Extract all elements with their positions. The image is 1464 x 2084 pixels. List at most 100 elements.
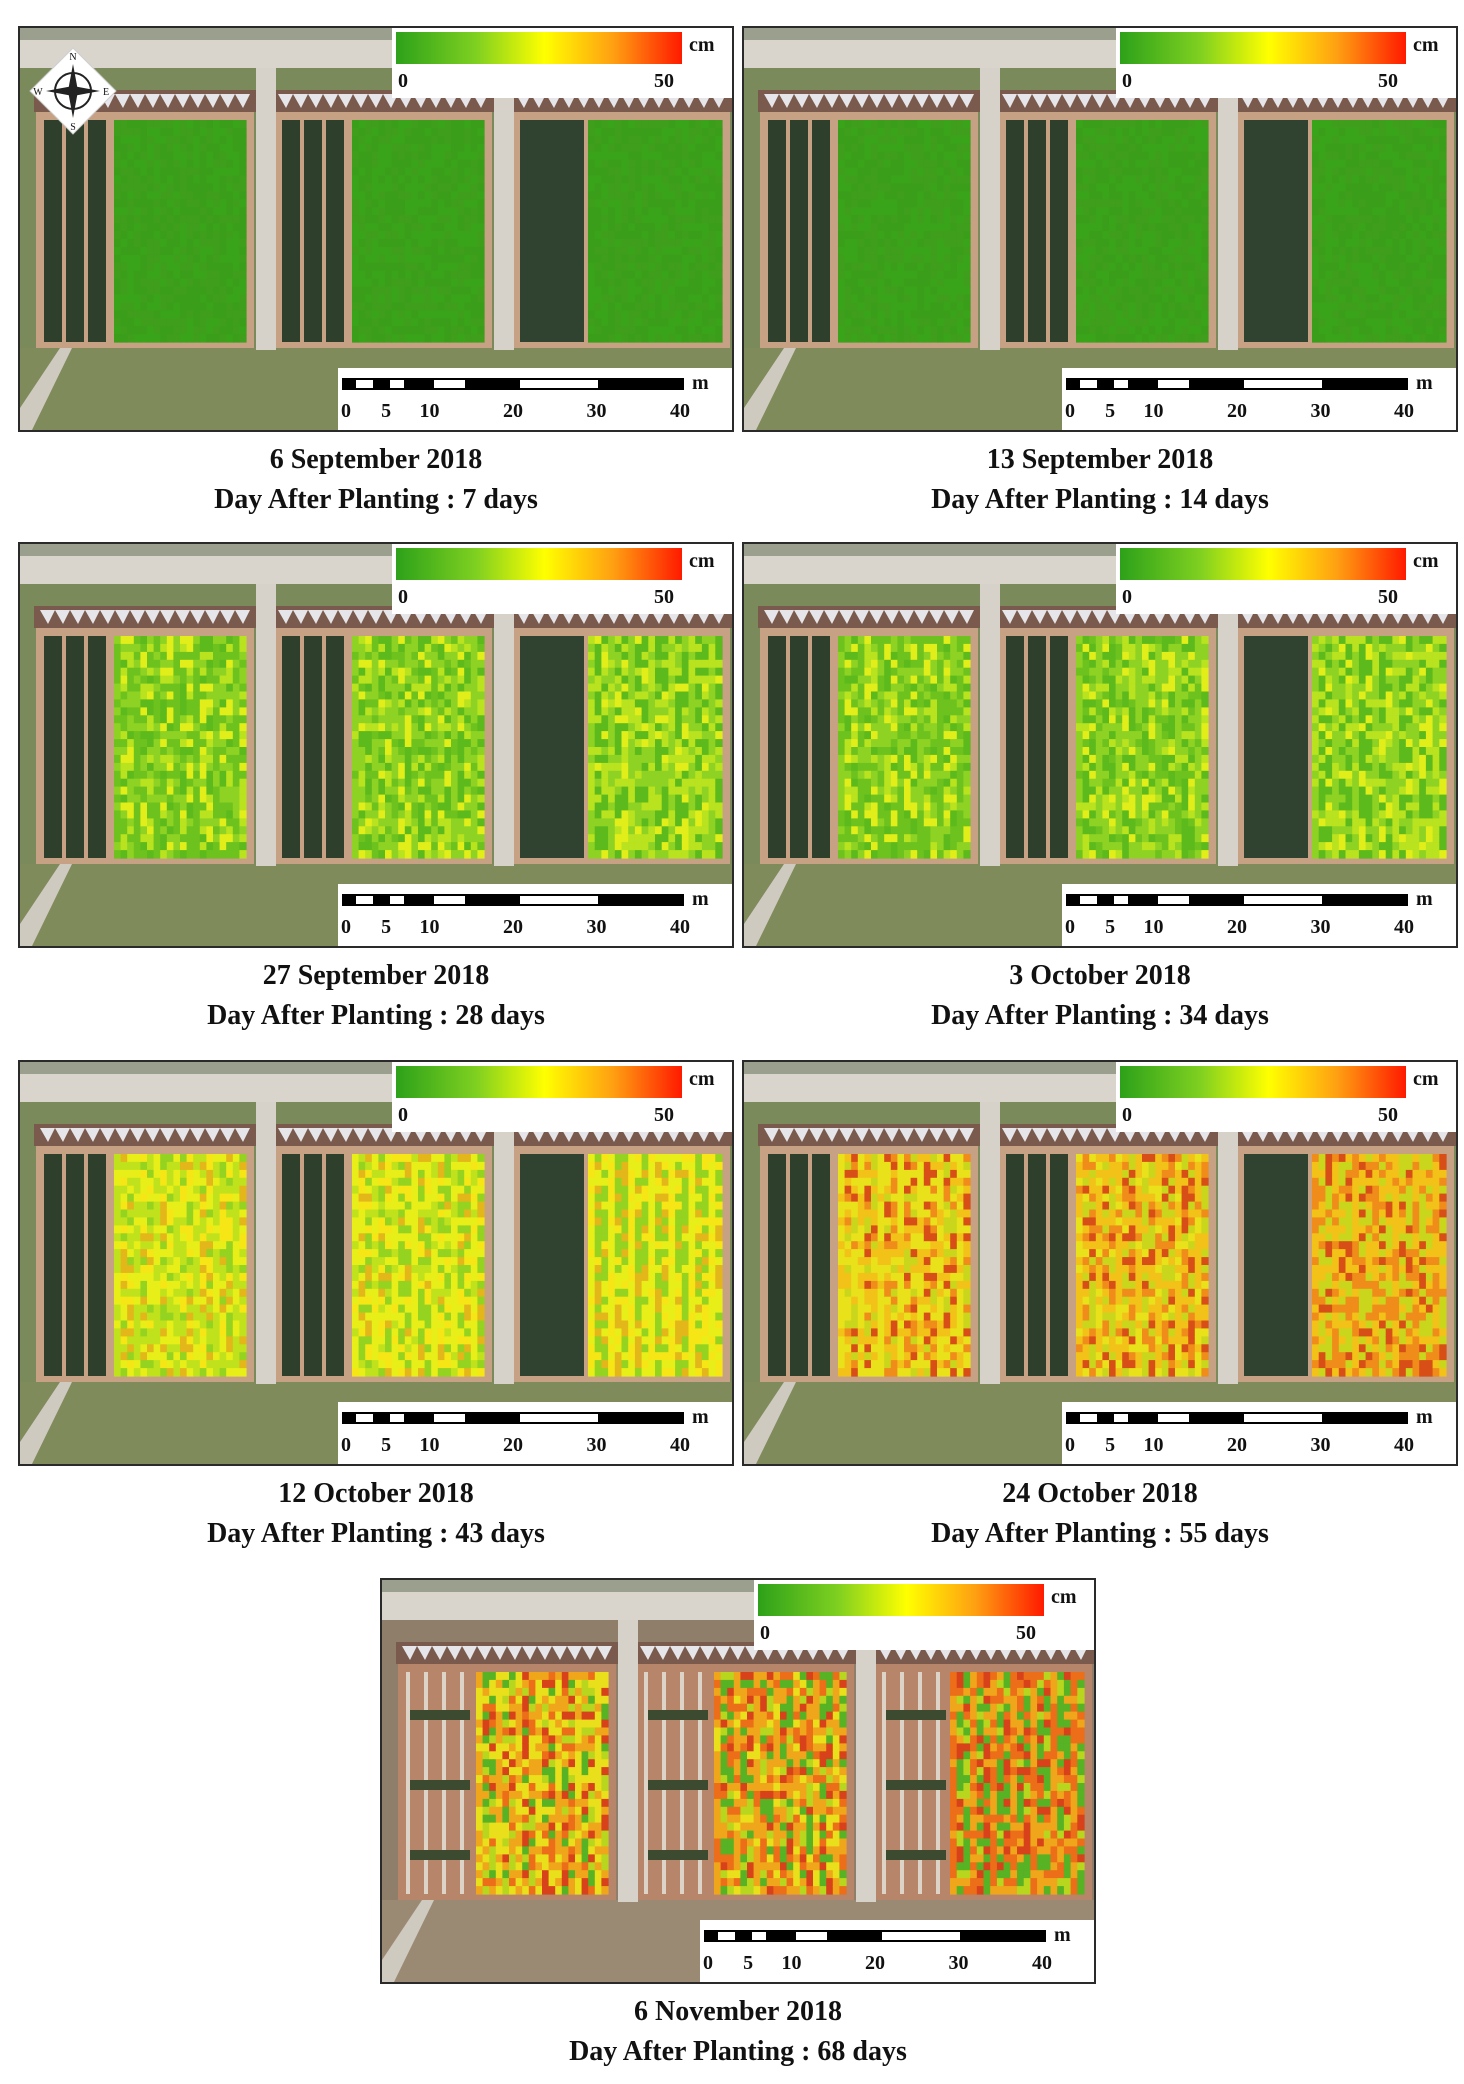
color-ramp xyxy=(396,548,682,580)
scale-tick-label: 40 xyxy=(670,916,690,938)
panel-days-after-planting: Day After Planting : 7 days xyxy=(214,484,538,515)
legend-unit: cm xyxy=(1413,550,1439,572)
legend-min: 0 xyxy=(398,1104,408,1126)
scale-segment xyxy=(1113,380,1128,388)
scale-bar: m 0 5 10 20 30 40 xyxy=(700,1920,1094,1982)
legend-min: 0 xyxy=(760,1622,770,1644)
scale-bar: m 0 5 10 20 30 40 xyxy=(1062,368,1456,430)
compass-label: E xyxy=(103,87,109,98)
scale-tick-label: 20 xyxy=(1227,400,1247,422)
height-legend: cm 0 50 xyxy=(1116,544,1456,614)
scale-tick-label: 5 xyxy=(1105,916,1116,938)
legend-min: 0 xyxy=(1122,586,1132,608)
panel-date: 12 October 2018 xyxy=(278,1478,474,1509)
legend-min: 0 xyxy=(1122,1104,1132,1126)
color-ramp xyxy=(1120,32,1406,64)
legend-max: 50 xyxy=(1378,586,1398,608)
scale-segment xyxy=(751,1932,766,1940)
scale-tick-label: 20 xyxy=(1227,1434,1247,1456)
scale-tick-label: 0 xyxy=(341,916,351,938)
panel-days-after-planting: Day After Planting : 68 days xyxy=(569,2036,907,2067)
scale-tick-label: 20 xyxy=(503,916,523,938)
scale-tick-label: 10 xyxy=(419,400,440,422)
legend-max: 50 xyxy=(654,1104,674,1126)
panel-days-after-planting: Day After Planting : 43 days xyxy=(207,1518,545,1549)
scale-tick-label: 40 xyxy=(670,1434,690,1456)
scale-segment xyxy=(519,896,599,904)
scale-track xyxy=(342,378,684,390)
scale-unit: m xyxy=(1054,1924,1071,1946)
scale-segment xyxy=(355,896,373,904)
scale-segment xyxy=(1158,896,1190,904)
compass-label: N xyxy=(69,52,76,63)
scale-track xyxy=(1066,378,1408,390)
scale-unit: m xyxy=(1416,372,1433,394)
scale-unit: m xyxy=(692,372,709,394)
scale-tick-label: 40 xyxy=(1032,1952,1052,1974)
field-panel: cm 0 50 m 0 5 10 20 30 40 xyxy=(380,1578,1096,1984)
scale-tick-label: 10 xyxy=(419,1434,440,1456)
scale-segment xyxy=(434,380,466,388)
scale-unit: m xyxy=(1416,1406,1433,1428)
scale-tick-label: 5 xyxy=(381,400,392,422)
scale-segment xyxy=(1158,380,1190,388)
scale-tick-label: 0 xyxy=(1065,1434,1075,1456)
scale-tick-label: 40 xyxy=(1394,400,1414,422)
scale-tick-label: 20 xyxy=(503,1434,523,1456)
panel-days-after-planting: Day After Planting : 28 days xyxy=(207,1000,545,1031)
scale-tick-label: 30 xyxy=(586,1434,607,1456)
compass-label: S xyxy=(70,122,76,133)
scale-segment xyxy=(1079,1414,1097,1422)
scale-bar: m 0 5 10 20 30 40 xyxy=(338,368,732,430)
field-panel: cm 0 50 m 0 5 10 20 30 40 xyxy=(18,542,734,948)
legend-max: 50 xyxy=(1378,1104,1398,1126)
scale-segment xyxy=(1243,896,1323,904)
scale-tick-label: 30 xyxy=(948,1952,969,1974)
scale-tick-label: 0 xyxy=(703,1952,713,1974)
scale-track xyxy=(1066,1412,1408,1424)
scale-tick-label: 10 xyxy=(419,916,440,938)
scale-segment xyxy=(1158,1414,1190,1422)
height-legend: cm 0 50 xyxy=(392,544,732,614)
scale-segment xyxy=(389,1414,404,1422)
scale-unit: m xyxy=(692,1406,709,1428)
legend-unit: cm xyxy=(689,34,715,56)
color-ramp xyxy=(1120,548,1406,580)
aerial-photo xyxy=(20,544,732,946)
panel-days-after-planting: Day After Planting : 34 days xyxy=(931,1000,1269,1031)
scale-track xyxy=(342,1412,684,1424)
panel-date: 27 September 2018 xyxy=(262,960,490,991)
legend-min: 0 xyxy=(1122,70,1132,92)
scale-tick-label: 10 xyxy=(781,1952,802,1974)
scale-tick-label: 0 xyxy=(1065,400,1075,422)
panel-date: 6 September 2018 xyxy=(269,444,483,475)
scale-tick-label: 40 xyxy=(670,400,690,422)
height-legend: cm 0 50 xyxy=(1116,28,1456,98)
scale-tick-label: 30 xyxy=(586,400,607,422)
scale-tick-label: 5 xyxy=(381,1434,392,1456)
panel-days-after-planting: Day After Planting : 14 days xyxy=(931,484,1269,515)
scale-tick-label: 10 xyxy=(1143,916,1164,938)
scale-tick-label: 20 xyxy=(1227,916,1247,938)
scale-tick-label: 5 xyxy=(381,916,392,938)
field-panel: cm 0 50 m 0 5 10 20 30 40 xyxy=(18,1060,734,1466)
aerial-photo xyxy=(382,1580,1094,1982)
scale-tick-label: 20 xyxy=(503,400,523,422)
scale-unit: m xyxy=(692,888,709,910)
scale-segment xyxy=(434,896,466,904)
scale-tick-label: 0 xyxy=(341,400,351,422)
scale-segment xyxy=(717,1932,735,1940)
height-legend: cm 0 50 xyxy=(754,1580,1094,1650)
legend-unit: cm xyxy=(1413,1068,1439,1090)
scale-segment xyxy=(434,1414,466,1422)
scale-bar: m 0 5 10 20 30 40 xyxy=(338,1402,732,1464)
scale-bar: m 0 5 10 20 30 40 xyxy=(1062,1402,1456,1464)
legend-unit: cm xyxy=(1413,34,1439,56)
scale-tick-label: 0 xyxy=(1065,916,1075,938)
scale-tick-label: 5 xyxy=(1105,400,1116,422)
scale-segment xyxy=(519,380,599,388)
field-panel: cm 0 50 m 0 5 10 20 30 40 xyxy=(742,1060,1458,1466)
field-panel: cm 0 50 m 0 5 10 20 30 40 N E S W xyxy=(18,26,734,432)
legend-max: 50 xyxy=(654,586,674,608)
scale-segment xyxy=(389,896,404,904)
